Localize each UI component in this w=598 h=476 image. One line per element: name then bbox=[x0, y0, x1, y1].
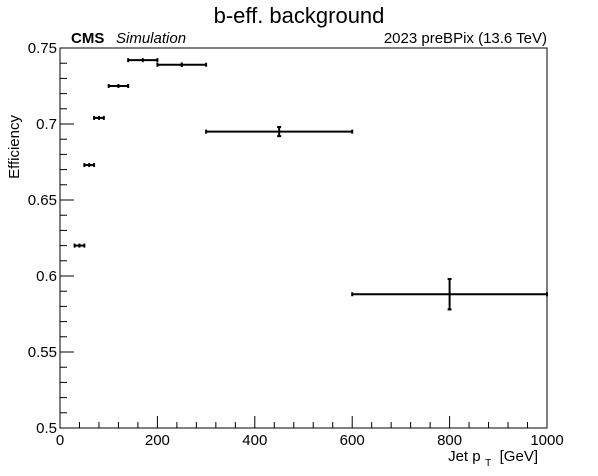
y-tick-label: 0.5 bbox=[36, 420, 57, 437]
x-axis-label-main: Jet p bbox=[448, 448, 481, 465]
y-tick-label: 0.6 bbox=[36, 268, 57, 285]
y-tick-label: 0.65 bbox=[28, 192, 57, 209]
data-point bbox=[93, 115, 105, 120]
data-point bbox=[73, 243, 86, 248]
x-tick-label: 400 bbox=[242, 432, 267, 449]
x-tick-label: 800 bbox=[437, 432, 462, 449]
y-tick-label: 0.7 bbox=[36, 116, 57, 133]
axis-ticks bbox=[59, 47, 548, 429]
experiment-label: CMS bbox=[71, 30, 104, 47]
x-axis-label: Jet p T [GeV] bbox=[448, 448, 538, 470]
plot-frame bbox=[59, 47, 548, 429]
lumi-label: 2023 preBPix (13.6 TeV) bbox=[384, 30, 547, 47]
y-tick-label: 0.55 bbox=[28, 344, 57, 361]
data-point bbox=[107, 84, 130, 88]
data-points bbox=[73, 58, 548, 311]
y-tick-label: 0.75 bbox=[28, 40, 57, 57]
data-point bbox=[205, 126, 354, 138]
experiment-sublabel: Simulation bbox=[116, 30, 186, 47]
y-axis-label: Efficiency bbox=[6, 115, 23, 179]
data-point bbox=[127, 58, 159, 63]
x-tick-label: 200 bbox=[145, 432, 170, 449]
x-axis-label-unit: [GeV] bbox=[500, 448, 538, 465]
x-tick-label: 1000 bbox=[530, 432, 563, 449]
data-point bbox=[351, 278, 548, 311]
x-axis-label-subscript: T bbox=[485, 458, 491, 469]
axis-tick-labels: 0 200 400 600 800 1000 0.5 0.55 0.6 0.65 0.7 0.75 bbox=[28, 40, 564, 449]
x-tick-label: 600 bbox=[340, 432, 365, 449]
chart-title: b-eff. background bbox=[214, 3, 385, 28]
x-tick-label: 0 bbox=[56, 432, 64, 449]
data-point bbox=[83, 163, 96, 168]
data-point bbox=[156, 62, 208, 67]
